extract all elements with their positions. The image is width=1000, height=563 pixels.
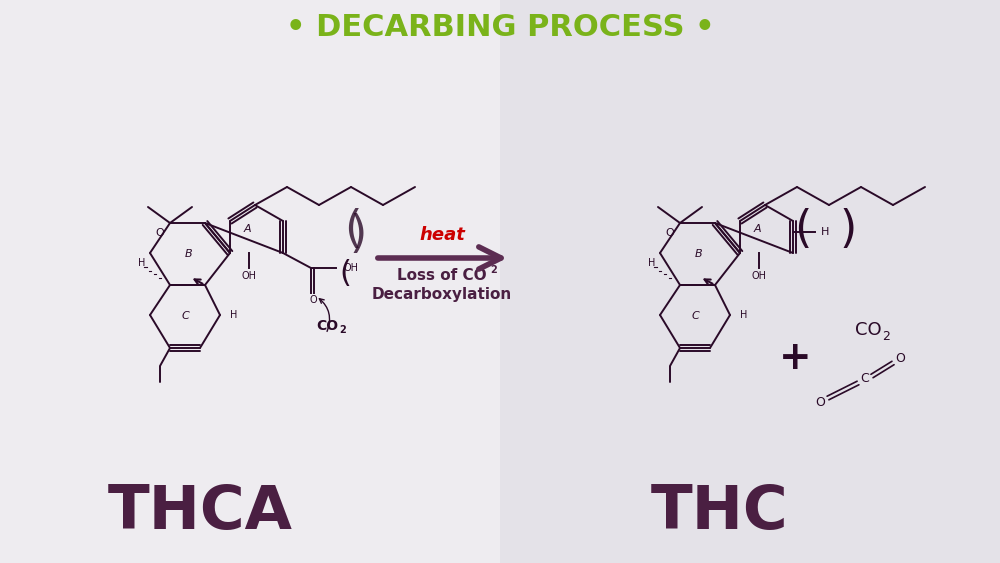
Text: A: A bbox=[754, 224, 761, 234]
Text: B: B bbox=[185, 249, 192, 258]
Text: heat: heat bbox=[419, 226, 465, 244]
Text: A: A bbox=[244, 224, 251, 234]
Text: (: ( bbox=[344, 208, 362, 251]
Text: H: H bbox=[230, 310, 237, 320]
Text: +: + bbox=[779, 339, 811, 377]
Text: O: O bbox=[666, 228, 674, 238]
Text: OH: OH bbox=[242, 271, 256, 281]
Text: 2: 2 bbox=[882, 329, 890, 342]
Text: 2: 2 bbox=[491, 265, 497, 275]
Text: B: B bbox=[695, 249, 702, 258]
Text: 2: 2 bbox=[339, 325, 346, 335]
Text: ): ) bbox=[339, 258, 351, 288]
Text: OH: OH bbox=[752, 271, 767, 281]
Text: (: ( bbox=[794, 208, 812, 251]
Polygon shape bbox=[0, 0, 500, 563]
Text: H: H bbox=[821, 227, 829, 237]
Text: O: O bbox=[156, 228, 164, 238]
Text: H: H bbox=[648, 258, 656, 268]
Text: O: O bbox=[309, 295, 317, 305]
Text: ): ) bbox=[349, 213, 367, 256]
Text: C: C bbox=[182, 311, 190, 321]
Text: H: H bbox=[740, 310, 747, 320]
Text: • DECARBING PROCESS •: • DECARBING PROCESS • bbox=[286, 14, 714, 42]
Text: THC: THC bbox=[651, 484, 789, 543]
Text: OH: OH bbox=[344, 263, 359, 273]
FancyArrowPatch shape bbox=[319, 299, 330, 332]
Polygon shape bbox=[500, 0, 1000, 563]
Text: ): ) bbox=[839, 208, 857, 251]
Text: O: O bbox=[895, 351, 905, 364]
Text: C: C bbox=[861, 372, 869, 385]
Text: CO: CO bbox=[855, 321, 882, 339]
Text: C: C bbox=[692, 311, 700, 321]
Text: CO: CO bbox=[316, 319, 338, 333]
Text: (: ( bbox=[339, 258, 351, 288]
Text: O: O bbox=[815, 396, 825, 409]
Text: Loss of CO: Loss of CO bbox=[397, 267, 487, 283]
FancyArrowPatch shape bbox=[378, 247, 501, 269]
Text: Decarboxylation: Decarboxylation bbox=[372, 288, 512, 302]
Text: THCA: THCA bbox=[108, 484, 292, 543]
Text: H: H bbox=[138, 258, 146, 268]
